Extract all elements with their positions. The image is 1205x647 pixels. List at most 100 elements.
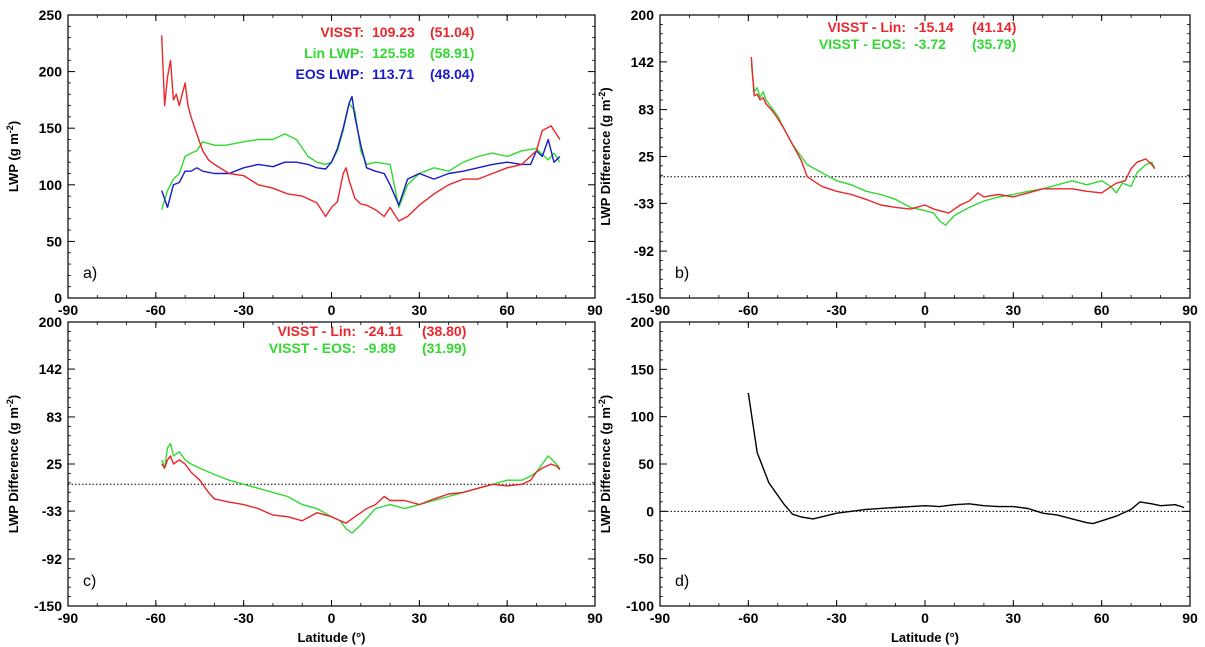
- y-tick-label: -92: [42, 551, 62, 567]
- x-tick-label: -60: [146, 610, 166, 626]
- y-tick-label: 142: [631, 54, 655, 70]
- series-line-0: [161, 102, 561, 210]
- y-axis-label: LWP Difference (g m-2): [597, 87, 613, 226]
- x-tick-label: -60: [738, 610, 758, 626]
- series-line-0: [747, 392, 1185, 525]
- plot-frame: [67, 321, 596, 607]
- stat-sd: (58.91): [430, 45, 474, 61]
- y-tick-label: 150: [631, 361, 655, 377]
- stat-mean: 113.71: [372, 66, 414, 82]
- stat-label: EOS LWP:: [296, 66, 364, 82]
- x-axis-label: Latitude (°): [297, 630, 365, 645]
- x-tick-label: 60: [499, 302, 515, 318]
- stat-sd: (51.04): [430, 24, 474, 40]
- y-tick-label: -50: [634, 551, 654, 567]
- stat-sd: (41.14): [972, 19, 1016, 35]
- stat-label: VISST - Lin:: [277, 323, 356, 339]
- x-tick-label: 0: [328, 610, 336, 626]
- stat-mean: -9.89: [364, 340, 396, 356]
- y-axis-label: LWP Difference (g m-2): [597, 395, 613, 534]
- stat-sd: (31.99): [422, 340, 466, 356]
- stat-label: Lin LWP:: [304, 45, 364, 61]
- y-tick-label: 0: [54, 290, 62, 306]
- y-tick-label: 142: [39, 361, 63, 377]
- y-tick-label: -33: [42, 503, 62, 519]
- series-line-2: [161, 35, 561, 222]
- series-line-0: [750, 63, 1156, 226]
- y-tick-label: 83: [46, 409, 62, 425]
- x-tick-label: 60: [1094, 610, 1110, 626]
- series-line-0: [161, 443, 561, 534]
- stat-sd: (35.79): [972, 36, 1016, 52]
- y-axis-label: LWP Difference (g m-2): [5, 395, 21, 534]
- stat-sd: (48.04): [430, 66, 474, 82]
- panel-label: d): [675, 573, 689, 590]
- stat-label: VISST:: [320, 24, 364, 40]
- x-tick-label: 60: [499, 610, 515, 626]
- y-tick-label: 25: [638, 149, 654, 165]
- stat-label: VISST - EOS:: [269, 340, 356, 356]
- x-tick-label: 30: [1006, 302, 1022, 318]
- stat-label: VISST - EOS:: [819, 36, 906, 52]
- panel-label: c): [83, 573, 96, 590]
- y-tick-label: 200: [631, 314, 655, 330]
- panel-1: -90 -60 -30 0 30 60 90 -150 -92 -33 25 83 142 200 LWP …: [597, 7, 1198, 318]
- x-tick-label: 90: [1182, 302, 1198, 318]
- stat-mean: -24.11: [364, 323, 403, 339]
- y-tick-label: 100: [631, 409, 655, 425]
- y-tick-label: -150: [34, 598, 62, 614]
- x-tick-label: -60: [146, 302, 166, 318]
- x-tick-label: -90: [58, 302, 78, 318]
- panel-2: -90 -60 -30 0 30 60 90 -150 -92 -33 25 83 142 200 LWP …: [5, 314, 603, 645]
- stat-label: VISST - Lin:: [827, 19, 906, 35]
- x-tick-label: 0: [921, 302, 929, 318]
- panel-label: a): [83, 265, 97, 282]
- x-tick-label: -90: [58, 610, 78, 626]
- y-tick-label: -100: [626, 598, 654, 614]
- x-tick-label: 30: [1006, 610, 1022, 626]
- x-tick-label: -90: [650, 610, 670, 626]
- y-tick-label: -33: [634, 195, 654, 211]
- x-tick-label: 90: [587, 610, 603, 626]
- panel-label: b): [675, 265, 689, 282]
- y-tick-label: 0: [646, 503, 654, 519]
- y-tick-label: 50: [46, 233, 62, 249]
- stat-mean: 125.58: [372, 45, 415, 61]
- y-tick-label: 150: [39, 120, 63, 136]
- y-tick-label: 200: [631, 7, 655, 23]
- x-tick-label: 0: [921, 610, 929, 626]
- y-tick-label: -150: [626, 290, 654, 306]
- plot-frame: [659, 321, 1191, 607]
- series-line-1: [161, 455, 561, 524]
- x-tick-label: 30: [412, 610, 428, 626]
- x-tick-label: -30: [234, 610, 254, 626]
- x-axis-label: Latitude (°): [891, 630, 959, 645]
- y-tick-label: 83: [638, 102, 654, 118]
- series-line-1: [750, 56, 1156, 214]
- x-tick-label: 90: [1182, 610, 1198, 626]
- y-tick-label: 200: [39, 314, 63, 330]
- panel-0: -90 -60 -30 0 30 60 90 0 50 100 150 200 250 LWP (g m-…: [5, 7, 603, 318]
- y-tick-label: -92: [634, 243, 654, 259]
- stat-mean: -3.72: [914, 36, 946, 52]
- y-tick-label: 200: [39, 64, 63, 80]
- x-tick-label: -90: [650, 302, 670, 318]
- x-tick-label: -30: [827, 302, 847, 318]
- x-tick-label: 60: [1094, 302, 1110, 318]
- y-tick-label: 50: [638, 456, 654, 472]
- x-tick-label: 90: [587, 302, 603, 318]
- y-axis-label: LWP (g m-2): [5, 121, 21, 192]
- stat-sd: (38.80): [422, 323, 466, 339]
- x-tick-label: 30: [412, 302, 428, 318]
- plot-frame: [659, 14, 1191, 299]
- x-tick-label: 0: [328, 302, 336, 318]
- x-tick-label: -60: [738, 302, 758, 318]
- y-tick-label: 25: [46, 456, 62, 472]
- stat-mean: -15.14: [914, 19, 954, 35]
- x-tick-label: -30: [234, 302, 254, 318]
- x-tick-label: -30: [827, 610, 847, 626]
- y-tick-label: 100: [39, 177, 63, 193]
- panel-3: -90 -60 -30 0 30 60 90 -100 -50 0 50 100 150 200 LWP D…: [597, 314, 1198, 645]
- stat-mean: 109.23: [372, 24, 415, 40]
